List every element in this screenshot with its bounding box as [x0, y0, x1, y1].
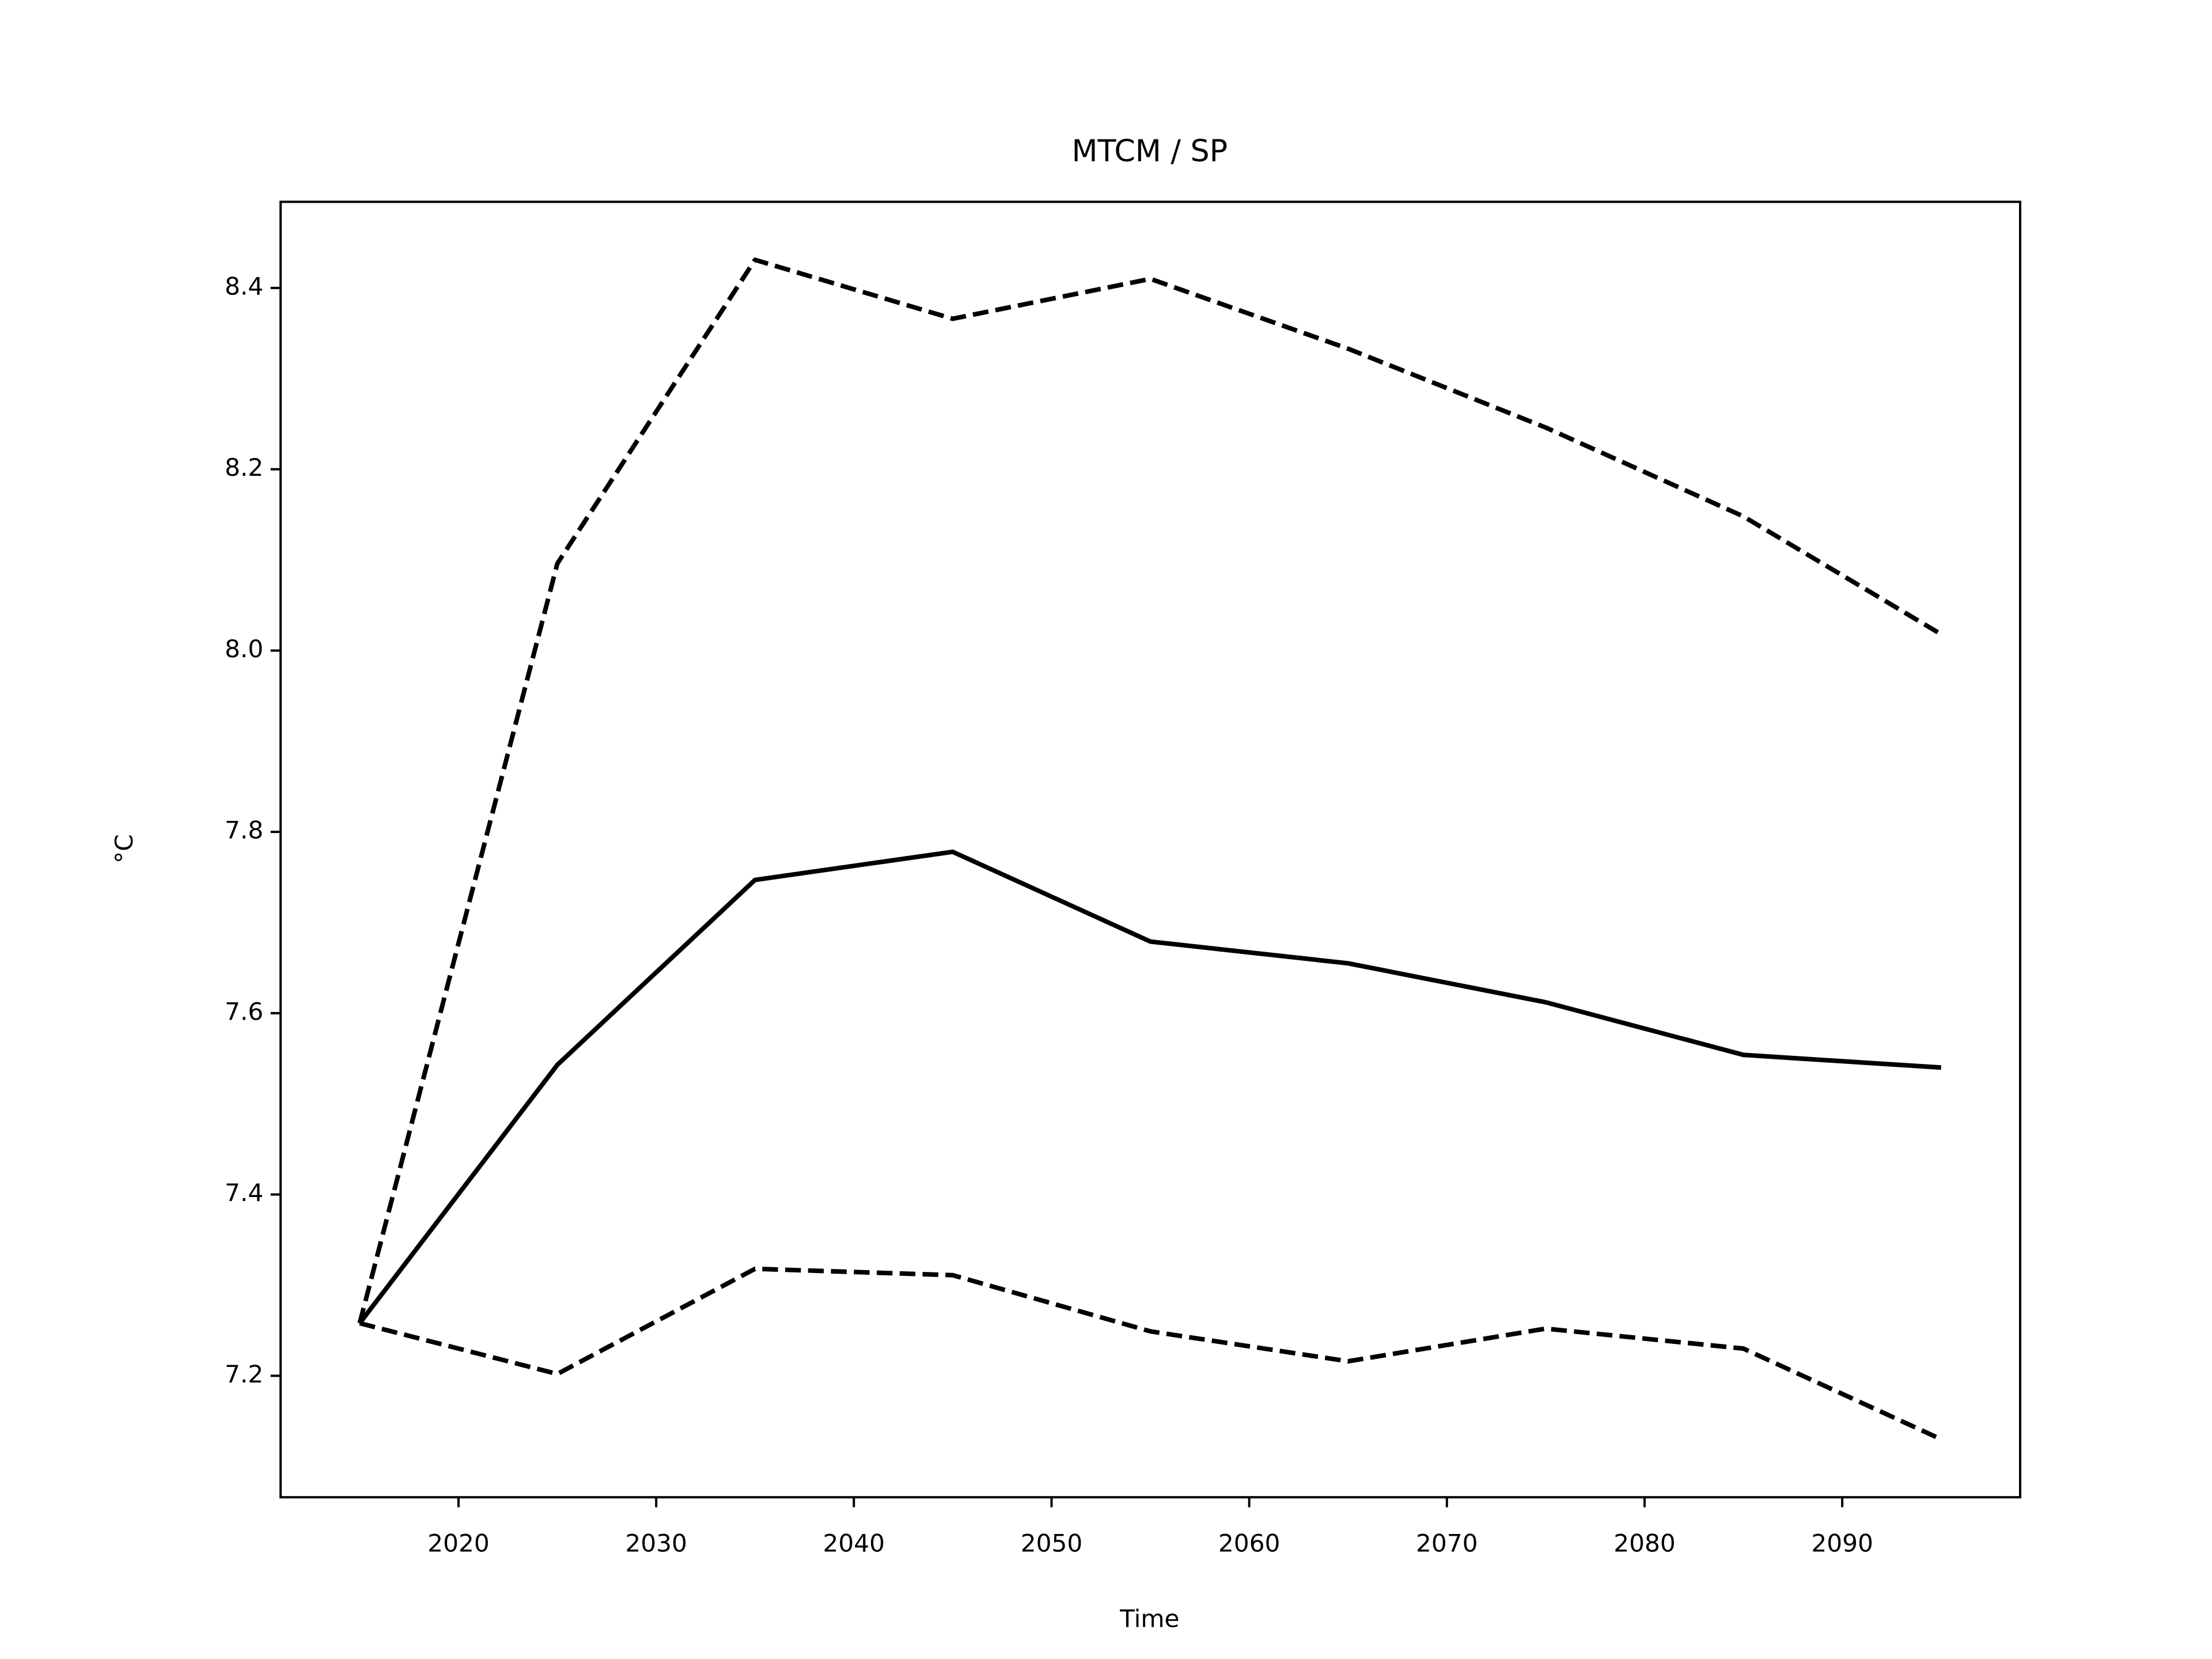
x-tick-label: 2020 [427, 1529, 489, 1558]
data-line [358, 849, 1941, 1325]
y-tick-label: 8.0 [225, 635, 263, 663]
x-tick-label: 2050 [1021, 1529, 1082, 1558]
x-tick-label: 2080 [1613, 1529, 1675, 1558]
x-tick-label: 2090 [1811, 1529, 1873, 1558]
data-line [357, 257, 1942, 1324]
plot-frame [279, 200, 2021, 1499]
data-line [359, 1266, 1942, 1442]
x-tick-label: 2070 [1416, 1529, 1478, 1558]
y-tick-label: 7.6 [225, 997, 263, 1025]
y-tick-label: 8.2 [225, 453, 263, 482]
y-tick-label: 7.4 [225, 1179, 263, 1207]
y-tick-label: 8.4 [225, 272, 263, 300]
y-tick-label: 7.2 [225, 1360, 263, 1388]
chart-title: MTCM / SP [1071, 134, 1228, 169]
x-axis-label: Time [1119, 1604, 1179, 1633]
y-tick-label: 7.8 [225, 816, 263, 844]
x-tick-label: 2040 [823, 1529, 885, 1558]
x-tick-label: 2060 [1218, 1529, 1280, 1558]
y-axis-label: °C [110, 834, 138, 863]
x-tick-label: 2030 [625, 1529, 687, 1558]
